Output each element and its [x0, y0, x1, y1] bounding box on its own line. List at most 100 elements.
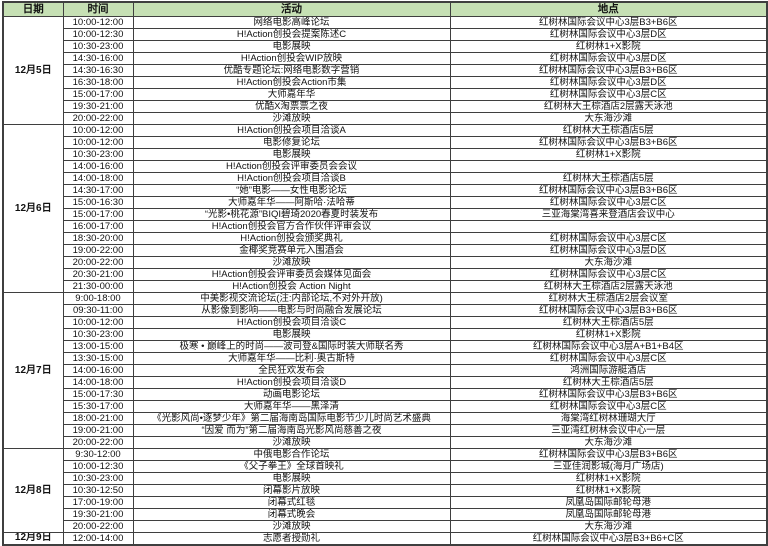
location-cell: 红树林大王棕酒店2层会议室: [449, 292, 768, 305]
date-cell: 12月5日: [2, 16, 64, 125]
time-cell: 15:30-17:00: [62, 400, 134, 413]
event-cell: 《光影风尚•逐梦少年》第二届海南岛国际电影节少儿时尚艺术盛典: [132, 412, 451, 425]
event-cell: “她”电影——女性电影论坛: [132, 184, 451, 197]
event-cell: H!Action创投会颁奖典礼: [132, 232, 451, 245]
table-row: 15:00-17:30 动画电影论坛 红树林国际会议中心3层B3+B6区: [3, 388, 768, 401]
time-cell: 16:30-18:00: [62, 76, 134, 89]
time-cell: 19:30-21:00: [62, 100, 134, 113]
location-cell: 凤凰岛国际邮轮母港: [449, 508, 768, 521]
location-cell: 红树林大王棕酒店5层: [449, 124, 768, 137]
time-cell: 10:30-12:50: [62, 484, 134, 497]
time-cell: 20:00-22:00: [62, 436, 134, 449]
event-cell: H!Action创投会项目洽谈D: [132, 376, 451, 389]
event-cell: 大师嘉年华: [132, 88, 451, 101]
time-cell: 20:00-22:00: [62, 256, 134, 269]
location-cell: 红树林大王棕酒店2层露天泳池: [449, 100, 768, 113]
event-cell: H!Action创投会 Action Night: [132, 280, 451, 293]
time-cell: 14:00-16:00: [62, 160, 134, 173]
table-row: 15:00-17:00 “光影•桃花源”BIQI碧琦2020春夏时装发布 三亚海棠湾…: [3, 208, 768, 221]
location-cell: 红树林国际会议中心3层C区: [449, 400, 768, 413]
location-cell: 三亚湾红树林会议中心一层: [449, 424, 768, 437]
event-cell: 沙滩放映: [132, 520, 451, 533]
table-row: 19:30-21:00 优酷X淘票票之夜 红树林大王棕酒店2层露天泳池: [3, 100, 768, 113]
event-cell: 动画电影论坛: [132, 388, 451, 401]
table-row: 10:00-12:00 电影修复论坛 红树林国际会议中心3层B3+B6区: [3, 136, 768, 149]
date-cell: 12月6日: [2, 124, 64, 293]
time-cell: 15:00-17:00: [62, 208, 134, 221]
time-cell: 13:30-15:00: [62, 352, 134, 365]
table-row: 14:00-18:00 H!Action创投会项目洽谈D 红树林大王棕酒店5层: [3, 376, 768, 389]
table-row: 18:30-20:00 H!Action创投会颁奖典礼 红树林国际会议中心3层C区: [3, 232, 768, 245]
time-cell: 14:30-16:00: [62, 52, 134, 65]
location-cell: 红树林国际会议中心3层C区: [449, 232, 768, 245]
location-cell: 凤凰岛国际邮轮母港: [449, 496, 768, 509]
table-row: 15:00-16:30 大师嘉年华——阿斯哈·法哈蒂 红树林国际会议中心3层C区: [3, 196, 768, 209]
location-cell: 红树林国际会议中心3层C区: [449, 268, 768, 281]
event-cell: H!Action创投会项目洽谈C: [132, 316, 451, 329]
header-location: 地点: [449, 1, 768, 17]
table-row: 17:00-19:00 闭幕式红毯 凤凰岛国际邮轮母港: [3, 496, 768, 509]
date-cell: 12月7日: [2, 292, 64, 449]
time-cell: 15:00-17:30: [62, 388, 134, 401]
date-cell: 12月8日: [2, 448, 64, 533]
table-row: 12月6日 10:00-12:00 H!Action创投会项目洽谈A 红树林大王棕酒店…: [2, 124, 768, 293]
time-cell: 10:00-12:30: [62, 28, 134, 41]
table-row: 16:30-18:00 H!Action创投会Action市集 红树林国际会议中心3…: [3, 76, 768, 89]
event-cell: 大师嘉年华——黑泽清: [132, 400, 451, 413]
time-cell: 14:30-16:30: [62, 64, 134, 77]
location-cell: 红树林国际会议中心3层B3+B6区: [449, 16, 768, 29]
event-cell: 闭幕式晚会: [132, 508, 451, 521]
table-row: 18:00-21:00 《光影风尚•逐梦少年》第二届海南岛国际电影节少儿时尚艺术盛…: [3, 412, 768, 425]
location-cell: 三亚佳润影城(海月广场店): [449, 460, 768, 473]
time-cell: 13:00-15:00: [62, 340, 134, 353]
time-cell: 14:30-17:00: [62, 184, 134, 197]
table-row: 10:00-12:30 H!Action创投会提案陈述C 红树林国际会议中心3层D区: [3, 28, 768, 41]
event-cell: H!Action创投会提案陈述C: [132, 28, 451, 41]
location-cell: 红树林国际会议中心3层C区: [449, 352, 768, 365]
time-cell: 10:00-12:30: [62, 460, 134, 473]
event-cell: H!Action创投会项目洽谈B: [132, 172, 451, 185]
event-cell: 网络电影高峰论坛: [132, 16, 451, 29]
table-row: 12月7日 9:00-18:00 中美影视交流论坛(注:内部论坛,不对外开放) 红树林…: [2, 292, 768, 449]
table-row: 12月8日 9:30-12:00 中俄电影合作论坛 红树林国际会议中心3层B3+B6区: [2, 448, 768, 533]
time-cell: 10:30-23:00: [62, 40, 134, 53]
table-row: 20:00-22:00 沙滩放映 大东海沙滩: [3, 520, 768, 533]
event-cell: 大师嘉年华——阿斯哈·法哈蒂: [132, 196, 451, 209]
table-row: 15:00-17:00 大师嘉年华 红树林国际会议中心3层C区: [3, 88, 768, 101]
table-row: 21:30-00:00 H!Action创投会 Action Night 红树林大王…: [3, 280, 768, 293]
time-cell: 10:00-12:00: [62, 316, 134, 329]
table-row: 14:30-17:00 “她”电影——女性电影论坛 红树林国际会议中心3层B3+B6…: [3, 184, 768, 197]
event-cell: H!Action创投会WIP放映: [132, 52, 451, 65]
time-cell: 10:30-23:00: [62, 148, 134, 161]
event-cell: 大师嘉年华——比利·奥古斯特: [132, 352, 451, 365]
time-cell: 14:00-16:00: [62, 364, 134, 377]
table-row: 14:30-16:00 H!Action创投会WIP放映 红树林国际会议中心3层D区: [3, 52, 768, 65]
time-cell: 20:00-22:00: [62, 112, 134, 125]
location-cell: 鸿洲国际游艇酒店: [449, 364, 768, 377]
location-cell: 红树林1+X影院: [449, 484, 768, 497]
table-row: 14:00-16:00 全民狂欢发布会 鸿洲国际游艇酒店: [3, 364, 768, 377]
event-cell: 沙滩放映: [132, 112, 451, 125]
location-cell: 红树林国际会议中心3层C区: [449, 196, 768, 209]
time-cell: 09:30-11:00: [62, 304, 134, 317]
location-cell: 红树林国际会议中心3层D区: [449, 244, 768, 257]
time-cell: 18:30-20:00: [62, 232, 134, 245]
location-cell: 红树林国际会议中心3层A+B1+B4区: [449, 340, 768, 353]
table-row: 10:30-23:00 电影展映 红树林1+X影院: [3, 472, 768, 485]
time-cell: 12:00-14:00: [62, 532, 134, 545]
location-cell: 红树林国际会议中心3层B3+B6区: [449, 184, 768, 197]
location-cell: 大东海沙滩: [449, 520, 768, 533]
location-cell: 红树林国际会议中心3层D区: [449, 52, 768, 65]
location-cell: 红树林国际会议中心3层B3+B6区: [449, 448, 768, 461]
event-cell: 电影修复论坛: [132, 136, 451, 149]
event-cell: 闭幕式红毯: [132, 496, 451, 509]
table-row: 12月9日 12:00-14:00 志愿者授勋礼 红树林国际会议中心3层B3+B6+C…: [2, 532, 768, 545]
time-cell: 14:00-18:00: [62, 172, 134, 185]
time-cell: 16:00-17:00: [62, 220, 134, 233]
event-cell: 电影展映: [132, 148, 451, 161]
table-row: 19:00-21:00 “因爱 而为”第二届海南岛光影风尚慈善之夜 三亚湾红树林会议…: [3, 424, 768, 437]
location-cell: 大东海沙滩: [449, 256, 768, 269]
event-cell: H!Action创投会Action市集: [132, 76, 451, 89]
location-cell: 红树林国际会议中心3层B3+B6区: [449, 64, 768, 77]
